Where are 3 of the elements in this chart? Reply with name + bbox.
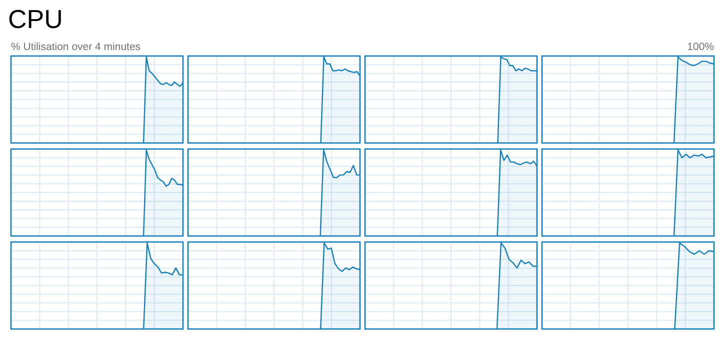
- text: 100%: [687, 41, 714, 53]
- chart-title: CPU: [8, 4, 63, 34]
- chart-subtitle: % Utilisation over 4 minutes: [11, 41, 141, 53]
